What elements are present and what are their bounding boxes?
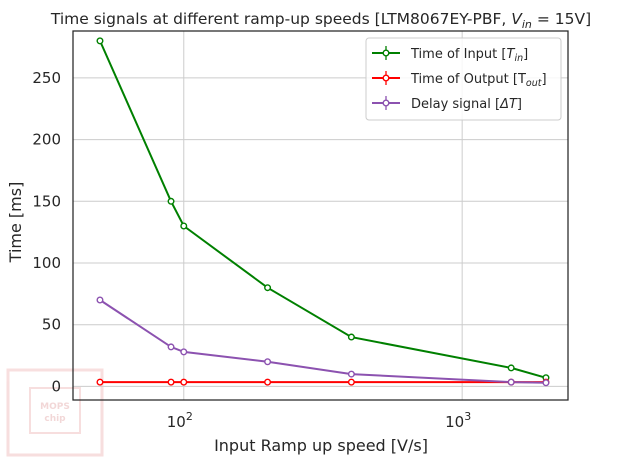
data-point-2-5	[507, 378, 515, 386]
y-axis-ticks: 0 50 100 150 200 250	[32, 69, 61, 396]
data-point-2-6	[542, 379, 550, 387]
watermark-line2: chip	[44, 414, 66, 424]
legend-entry-2: Delay signal [ΔT]	[411, 97, 522, 112]
data-point-0-1	[167, 197, 175, 205]
x-axis-ticks: 102 103	[167, 410, 471, 431]
data-point-0-3	[264, 284, 272, 292]
y-tick-label: 200	[32, 131, 61, 149]
y-tick-label: 0	[51, 377, 61, 395]
watermark-line1: MOPS	[40, 402, 70, 412]
series-line-2	[99, 299, 547, 384]
data-point-1-3	[264, 378, 272, 386]
legend-marker-2	[382, 99, 390, 107]
data-point-0-4	[347, 333, 355, 341]
data-point-2-3	[264, 358, 272, 366]
watermark-logo: MOPS chip	[6, 368, 104, 457]
legend-entry-0: Time of Input [Tin]	[410, 47, 528, 64]
legend-marker-1	[382, 74, 390, 82]
plot-frame	[72, 30, 569, 401]
data-point-0-2	[180, 222, 188, 230]
data-point-1-2	[180, 378, 188, 386]
series-layer	[96, 37, 550, 387]
legend-entry-1: Time of Output [Tout]	[410, 72, 547, 89]
grid	[73, 31, 568, 400]
chart-title: Time signals at different ramp-up speeds…	[50, 10, 591, 31]
x-tick-label: 102	[167, 410, 193, 431]
y-tick-label: 150	[32, 192, 61, 210]
data-point-1-0	[96, 378, 104, 386]
y-tick-label: 250	[32, 69, 61, 87]
data-point-0-0	[96, 37, 104, 45]
legend-marker-0	[382, 49, 390, 57]
data-point-1-1	[167, 378, 175, 386]
x-tick-label: 103	[445, 410, 471, 431]
legend: Time of Input [Tin] Time of Output [Tout]…	[365, 37, 562, 121]
y-axis-label: Time [ms]	[6, 182, 25, 264]
data-point-2-2	[180, 348, 188, 356]
data-point-1-4	[347, 378, 355, 386]
data-point-2-1	[167, 343, 175, 351]
y-tick-label: 50	[42, 316, 61, 334]
legend-box	[365, 37, 562, 121]
x-axis-label: Input Ramp up speed [V/s]	[214, 436, 428, 455]
y-tick-label: 100	[32, 254, 61, 272]
data-point-2-4	[347, 370, 355, 378]
data-point-2-0	[96, 296, 104, 304]
data-point-0-5	[507, 364, 515, 372]
